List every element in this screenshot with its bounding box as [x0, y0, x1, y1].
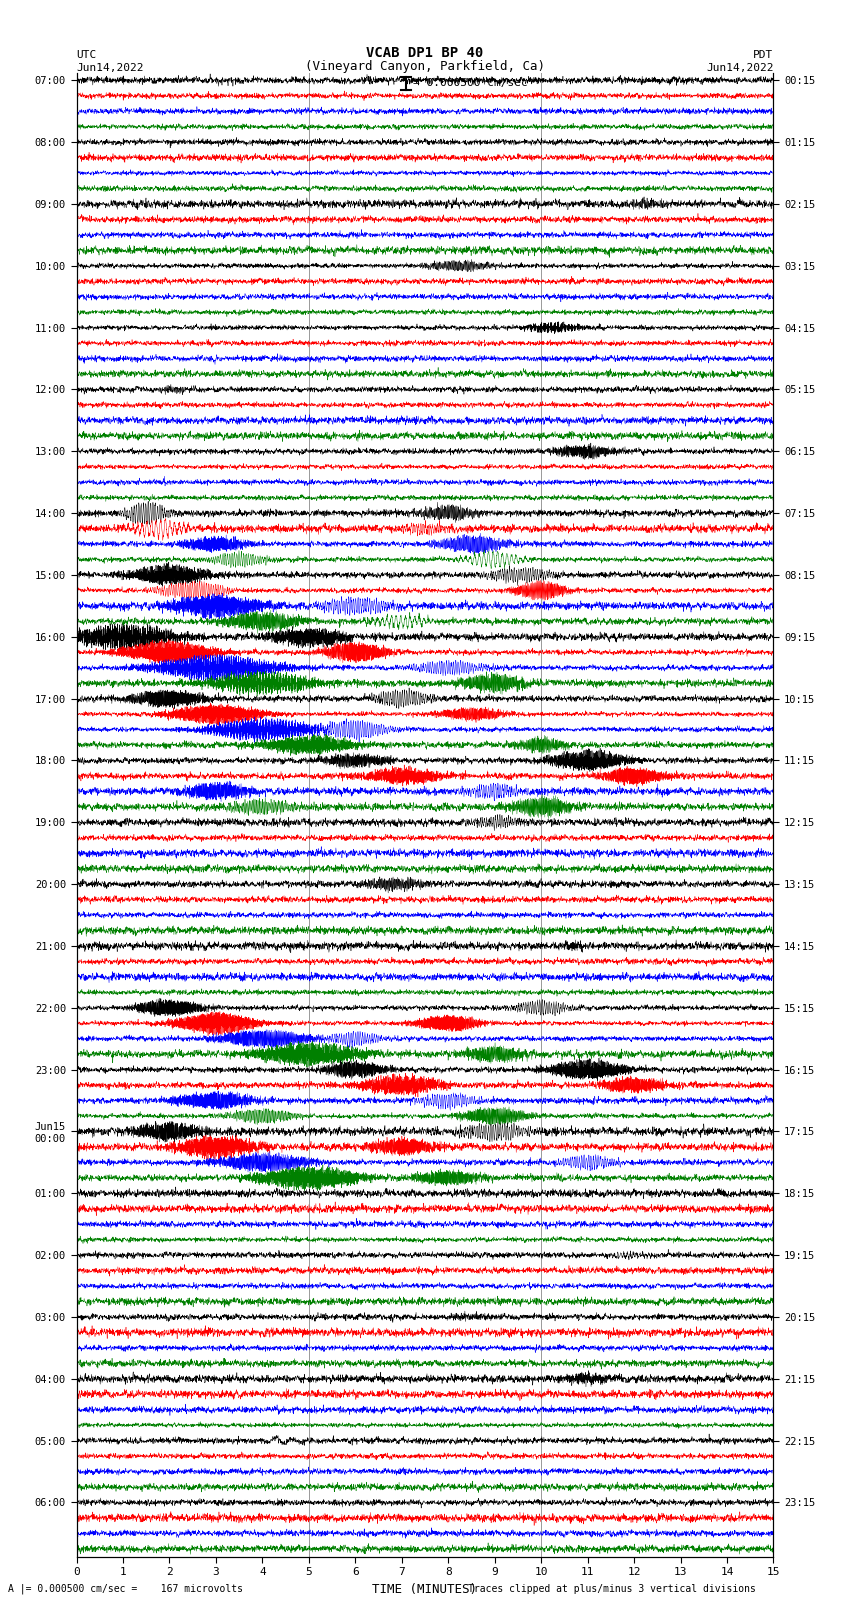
Text: Traces clipped at plus/minus 3 vertical divisions: Traces clipped at plus/minus 3 vertical … [468, 1584, 756, 1594]
X-axis label: TIME (MINUTES): TIME (MINUTES) [372, 1582, 478, 1595]
Text: = 0.000500 cm/sec: = 0.000500 cm/sec [413, 77, 528, 89]
Text: (Vineyard Canyon, Parkfield, Ca): (Vineyard Canyon, Parkfield, Ca) [305, 60, 545, 73]
Text: A |= 0.000500 cm/sec =    167 microvolts: A |= 0.000500 cm/sec = 167 microvolts [8, 1582, 243, 1594]
Text: UTC: UTC [76, 50, 97, 60]
Text: VCAB DP1 BP 40: VCAB DP1 BP 40 [366, 47, 484, 60]
Text: PDT: PDT [753, 50, 774, 60]
Text: Jun14,2022: Jun14,2022 [706, 63, 774, 73]
Text: Jun14,2022: Jun14,2022 [76, 63, 144, 73]
